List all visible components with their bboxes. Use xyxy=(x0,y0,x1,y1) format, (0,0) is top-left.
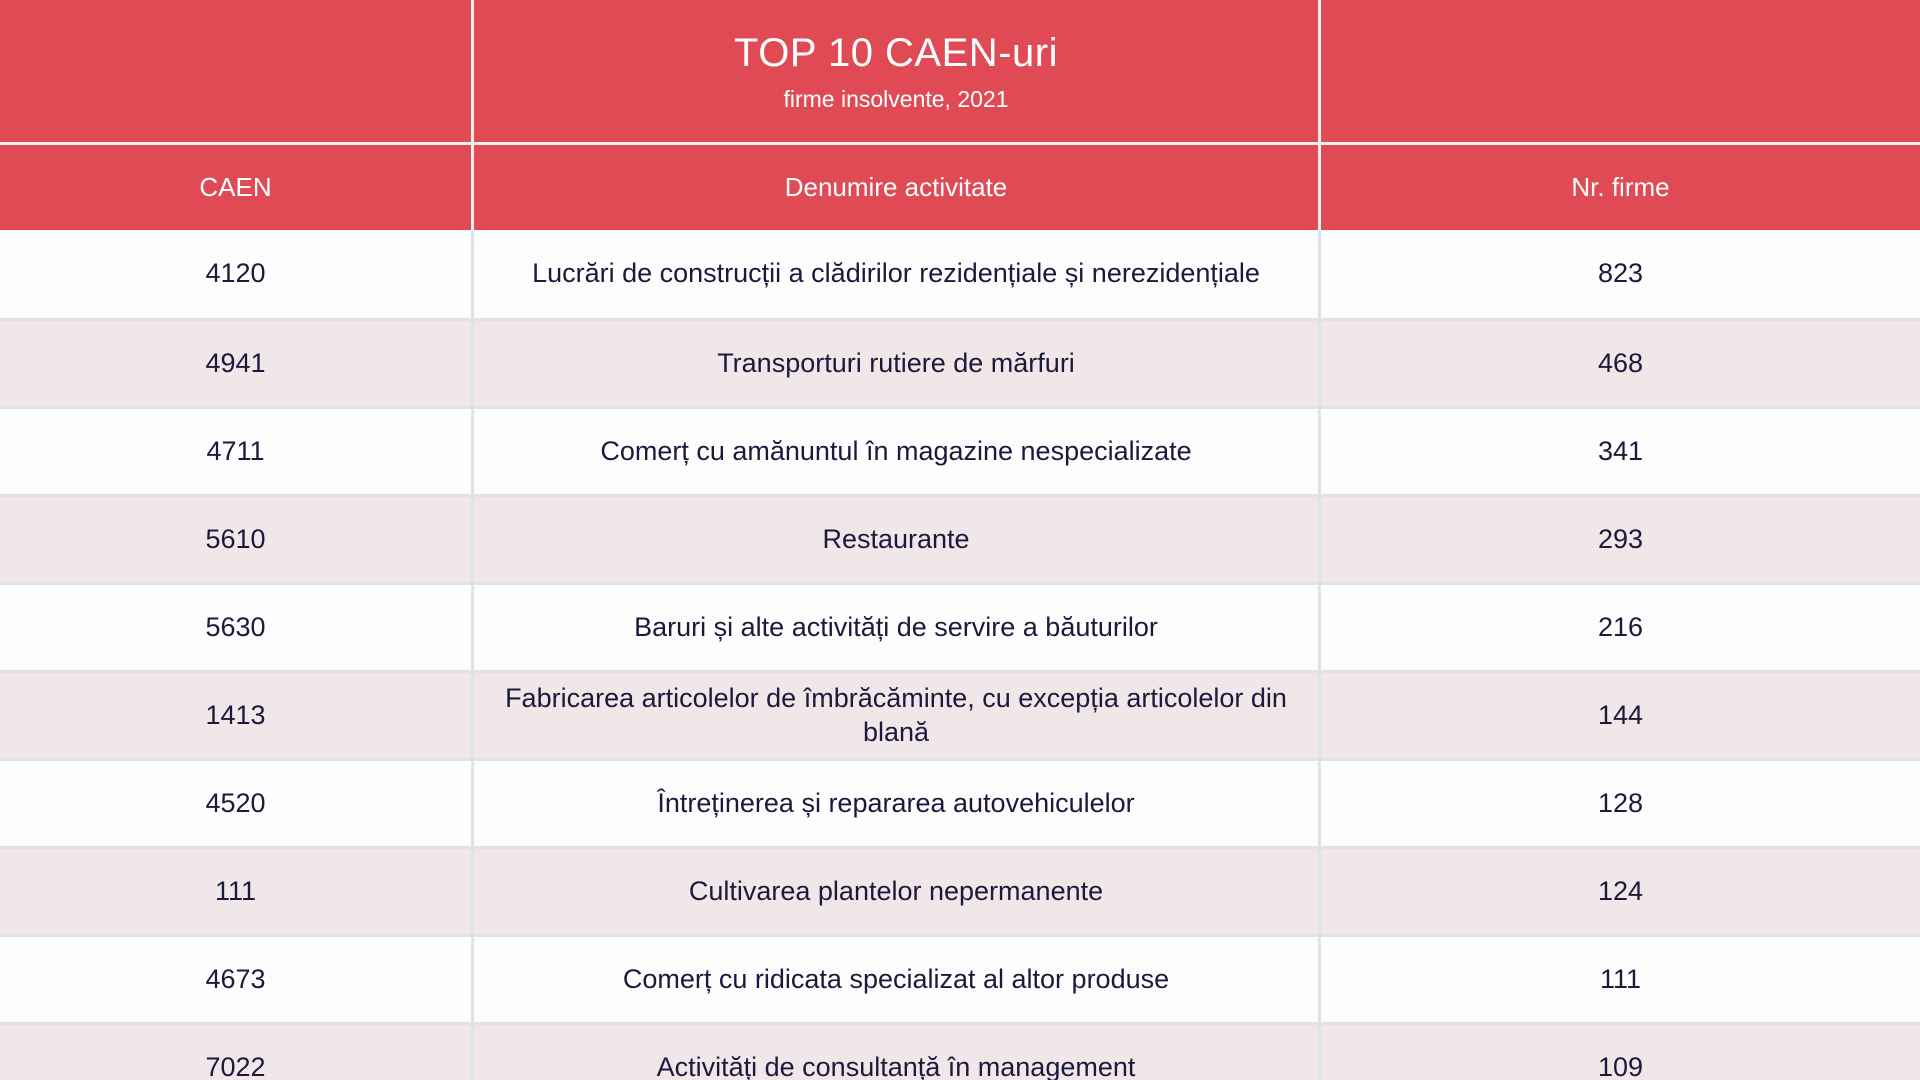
activity-cell: Baruri și alte activități de servire a b… xyxy=(471,585,1318,670)
table-row: 4941 Transporturi rutiere de mărfuri 468 xyxy=(0,318,1920,406)
firms-cell: 109 xyxy=(1318,1025,1920,1080)
table-row: 4711 Comerț cu amănuntul în magazine nes… xyxy=(0,406,1920,494)
caen-cell: 5610 xyxy=(205,523,266,554)
caen-cell: 1413 xyxy=(205,699,266,730)
title-row-empty-right xyxy=(1318,0,1920,142)
caen-cell: 4120 xyxy=(205,258,266,289)
table-row: 111 Cultivarea plantelor nepermanente 12… xyxy=(0,846,1920,934)
column-header-row: CAEN Denumire activitate Nr. firme xyxy=(0,145,1920,230)
activity-cell: Întreținerea și repararea autovehiculelo… xyxy=(471,761,1318,846)
activity-cell: Activități de consultanță în management xyxy=(471,1025,1318,1080)
firms-cell: 124 xyxy=(1318,849,1920,934)
table-row: 1413 Fabricarea articolelor de îmbrăcămi… xyxy=(0,670,1920,758)
column-header-activity: Denumire activitate xyxy=(471,145,1318,230)
table-row: 4120 Lucrări de construcții a clădirilor… xyxy=(0,230,1920,318)
activity-cell: Fabricarea articolelor de îmbrăcăminte, … xyxy=(471,673,1318,758)
activity-cell: Comerț cu ridicata specializat al altor … xyxy=(471,937,1318,1022)
firms-cell: 341 xyxy=(1318,409,1920,494)
page-title: TOP 10 CAEN-uri xyxy=(734,31,1058,76)
activity-cell: Lucrări de construcții a clădirilor rezi… xyxy=(471,230,1318,318)
table-row: 7022 Activități de consultanță în manage… xyxy=(0,1022,1920,1080)
activity-cell: Transporturi rutiere de mărfuri xyxy=(471,321,1318,406)
caen-cell: 4711 xyxy=(206,435,265,466)
caen-cell: 111 xyxy=(214,875,257,906)
caen-cell: 7022 xyxy=(205,1051,266,1080)
firms-cell: 468 xyxy=(1318,321,1920,406)
title-cell: TOP 10 CAEN-uri firme insolvente, 2021 xyxy=(471,0,1318,142)
table-row: 5630 Baruri și alte activități de servir… xyxy=(0,582,1920,670)
table-row: 4673 Comerț cu ridicata specializat al a… xyxy=(0,934,1920,1022)
firms-cell: 823 xyxy=(1318,230,1920,318)
title-row-empty-left xyxy=(0,0,471,142)
firms-cell: 216 xyxy=(1318,585,1920,670)
firms-cell: 144 xyxy=(1318,673,1920,758)
caen-cell: 4673 xyxy=(205,963,266,994)
column-header-caen: CAEN xyxy=(199,172,272,203)
firms-cell: 128 xyxy=(1318,761,1920,846)
firms-cell: 111 xyxy=(1318,937,1920,1022)
caen-cell: 4941 xyxy=(205,347,266,378)
activity-cell: Cultivarea plantelor nepermanente xyxy=(471,849,1318,934)
table-row: 5610 Restaurante 293 xyxy=(0,494,1920,582)
title-row: TOP 10 CAEN-uri firme insolvente, 2021 xyxy=(0,0,1920,145)
caen-cell: 5630 xyxy=(205,611,266,642)
column-header-firms: Nr. firme xyxy=(1318,145,1920,230)
activity-cell: Restaurante xyxy=(471,497,1318,582)
table-row: 4520 Întreținerea și repararea autovehic… xyxy=(0,758,1920,846)
page-subtitle: firme insolvente, 2021 xyxy=(783,86,1009,113)
firms-cell: 293 xyxy=(1318,497,1920,582)
activity-cell: Comerț cu amănuntul în magazine nespecia… xyxy=(471,409,1318,494)
caen-cell: 4520 xyxy=(205,787,266,818)
